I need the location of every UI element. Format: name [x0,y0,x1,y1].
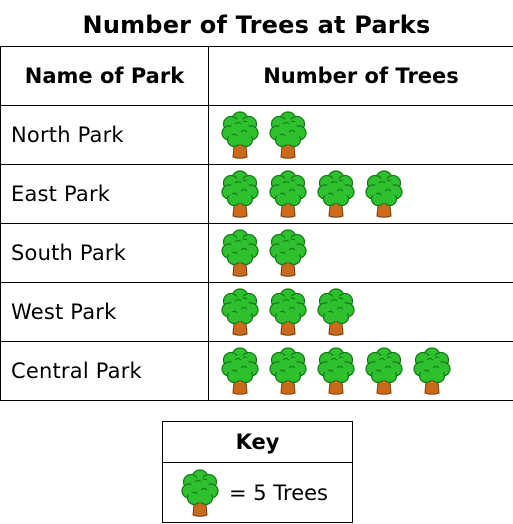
tree-icon [269,170,307,218]
table-row: Central Park [0,341,513,401]
key-tree-icon-wrapper [181,468,219,518]
park-name: South Park [0,223,209,283]
tree-icon [221,229,259,277]
park-name: East Park [0,164,209,224]
column-header-trees: Number of Trees [208,46,513,106]
tree-icon [269,288,307,336]
key-text: = 5 Trees [229,481,329,505]
tree-icon [221,347,259,395]
pictograph-table: Name of Park Number of Trees North Park E… [0,46,513,401]
table-row: North Park [0,105,513,165]
tree-icon [269,347,307,395]
tree-icon [317,347,355,395]
tree-icon-row [221,287,513,337]
key-box: Key = 5 Trees [162,421,353,523]
table-body: North Park East Park South Park West Park Ce… [0,105,513,401]
park-name: Central Park [0,341,209,401]
tree-icon-row [221,346,513,396]
table-row: South Park [0,223,513,283]
tree-icon [269,229,307,277]
key-title: Key [163,422,352,463]
tree-icon [317,170,355,218]
tree-icon-row [221,228,513,278]
tree-count-cell [208,105,513,165]
tree-icon [413,347,451,395]
tree-icon-row [221,169,513,219]
tree-count-cell [208,341,513,401]
park-name: North Park [0,105,209,165]
tree-icon [269,111,307,159]
header-row: Name of Park Number of Trees [0,46,513,106]
table-row: East Park [0,164,513,224]
tree-icon [365,347,403,395]
chart-title: Number of Trees at Parks [82,11,431,39]
tree-icon [181,469,219,517]
tree-icon [221,288,259,336]
key-row: = 5 Trees [163,463,352,523]
tree-icon [365,170,403,218]
tree-icon [317,288,355,336]
tree-icon [221,170,259,218]
park-name: West Park [0,282,209,342]
tree-icon-row [221,110,513,160]
table-row: West Park [0,282,513,342]
tree-count-cell [208,164,513,224]
tree-count-cell [208,282,513,342]
tree-count-cell [208,223,513,283]
tree-icon [221,111,259,159]
column-header-park: Name of Park [0,46,209,106]
